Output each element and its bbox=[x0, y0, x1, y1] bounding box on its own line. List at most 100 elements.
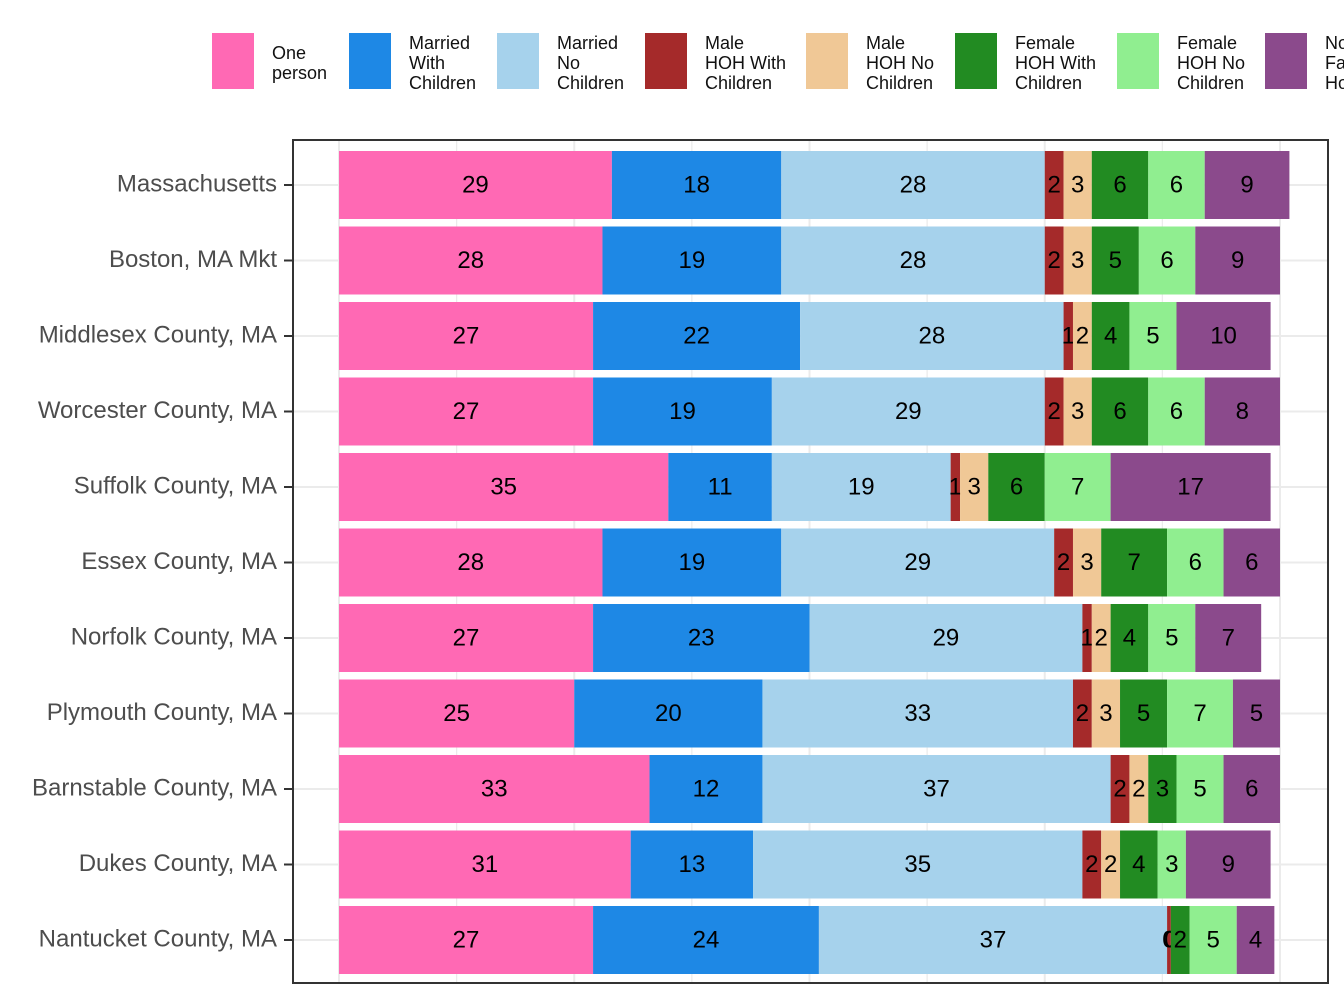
value-label: 9 bbox=[1240, 171, 1253, 198]
value-label: 10 bbox=[1210, 322, 1237, 349]
value-label: 27 bbox=[453, 624, 480, 651]
value-label: 4 bbox=[1132, 851, 1145, 878]
value-label: 1 bbox=[1080, 624, 1093, 651]
bar-segment bbox=[1148, 151, 1205, 219]
value-label: 18 bbox=[683, 171, 710, 198]
bar-segment bbox=[1110, 755, 1130, 823]
bar-segment bbox=[1167, 906, 1171, 974]
legend-swatch bbox=[955, 33, 997, 89]
bar-segment bbox=[1063, 226, 1092, 295]
value-label: 6 bbox=[1170, 171, 1183, 198]
bar-segment bbox=[611, 151, 782, 219]
bar-segment bbox=[339, 604, 594, 672]
value-label: 3 bbox=[967, 473, 980, 500]
value-label: 3 bbox=[1165, 851, 1178, 878]
bar-segment bbox=[1063, 302, 1073, 370]
bar-segment bbox=[809, 604, 1083, 672]
y-tick-label: Boston, MA Mkt bbox=[109, 246, 277, 273]
value-label: 1 bbox=[949, 473, 962, 500]
value-label: 5 bbox=[1193, 775, 1206, 802]
value-label: 37 bbox=[980, 926, 1007, 953]
value-label: 9 bbox=[1222, 851, 1235, 878]
legend-label: Male HOH No Children bbox=[866, 33, 935, 93]
value-label: 19 bbox=[669, 398, 696, 425]
value-label: 5 bbox=[1207, 926, 1220, 953]
bar-segment bbox=[781, 528, 1055, 597]
value-label: 2 bbox=[1047, 247, 1060, 274]
value-label: 6 bbox=[1160, 247, 1173, 274]
value-label: 3 bbox=[1071, 247, 1084, 274]
bar-segment bbox=[1110, 604, 1149, 672]
bar-segment bbox=[1236, 906, 1275, 974]
bar-segment bbox=[630, 830, 754, 899]
legend-item: Male HOH No Children bbox=[806, 33, 934, 93]
value-label: 33 bbox=[481, 775, 508, 802]
value-label: 28 bbox=[457, 247, 484, 274]
bar-segment bbox=[602, 528, 782, 597]
value-label: 6 bbox=[1245, 775, 1258, 802]
bar-segment bbox=[339, 830, 631, 899]
value-label: 8 bbox=[1236, 398, 1249, 425]
value-label: 6 bbox=[1113, 171, 1126, 198]
value-label: 19 bbox=[679, 247, 706, 274]
value-label: 13 bbox=[679, 851, 706, 878]
value-label: 2 bbox=[1057, 549, 1070, 576]
bar-segment bbox=[1223, 528, 1280, 597]
legend-item: Married With Children bbox=[349, 33, 476, 93]
panel-border bbox=[292, 139, 1329, 984]
value-label: 5 bbox=[1109, 247, 1122, 274]
value-label: 3 bbox=[1080, 549, 1093, 576]
bar-segment bbox=[1044, 377, 1064, 446]
value-label: 29 bbox=[895, 398, 922, 425]
value-label: 2 bbox=[1174, 926, 1187, 953]
bar-segment bbox=[753, 830, 1083, 899]
bar-segment bbox=[950, 453, 961, 521]
value-label: 29 bbox=[933, 624, 960, 651]
bar-segment bbox=[649, 755, 763, 823]
value-label: 27 bbox=[453, 926, 480, 953]
y-tick-label: Norfolk County, MA bbox=[71, 623, 277, 650]
bar-segment bbox=[602, 226, 782, 295]
legend-item: Married No Children bbox=[497, 33, 624, 93]
legend-swatch bbox=[1265, 33, 1307, 89]
value-label: 7 bbox=[1222, 624, 1235, 651]
bar-segment bbox=[1195, 604, 1262, 672]
y-tick-label: Suffolk County, MA bbox=[74, 472, 277, 499]
legend-item: Female HOH With Children bbox=[955, 33, 1096, 93]
value-label: 7 bbox=[1071, 473, 1084, 500]
legend-label: Married No Children bbox=[557, 33, 625, 93]
value-label: 5 bbox=[1137, 700, 1150, 727]
bar-segment bbox=[1129, 755, 1149, 823]
value-label: 29 bbox=[904, 549, 931, 576]
y-tick-label: Essex County, MA bbox=[81, 548, 277, 575]
bar-segment bbox=[593, 302, 801, 370]
legend-swatch bbox=[349, 33, 391, 89]
bar-segment bbox=[1148, 604, 1196, 672]
legend-swatch bbox=[212, 33, 254, 89]
legend-label: Female HOH With Children bbox=[1015, 33, 1096, 93]
bar-segment bbox=[800, 302, 1064, 370]
value-label: 6 bbox=[1189, 549, 1202, 576]
y-tick-label: Worcester County, MA bbox=[38, 397, 277, 424]
legend-item: Male HOH With Children bbox=[645, 33, 786, 93]
value-label: 24 bbox=[693, 926, 720, 953]
bar-segment bbox=[1044, 453, 1111, 521]
bar-segment bbox=[1110, 453, 1271, 521]
bar-segment bbox=[960, 453, 989, 521]
value-label: 33 bbox=[904, 700, 931, 727]
value-label: 22 bbox=[683, 322, 710, 349]
bar-segment bbox=[762, 755, 1111, 823]
legend-label: Male HOH With Children bbox=[705, 33, 786, 93]
value-label: 4 bbox=[1249, 926, 1262, 953]
bar-segment bbox=[1072, 528, 1102, 597]
value-label: 2 bbox=[1047, 171, 1060, 198]
bar-segment bbox=[1185, 830, 1271, 899]
value-label: 6 bbox=[1170, 398, 1183, 425]
value-label: 2 bbox=[1095, 624, 1108, 651]
bar-segment bbox=[339, 226, 603, 295]
value-label: 31 bbox=[472, 851, 499, 878]
bar-segment bbox=[1167, 679, 1233, 748]
bar-segment bbox=[1170, 906, 1190, 974]
bar-segment bbox=[1044, 226, 1064, 295]
